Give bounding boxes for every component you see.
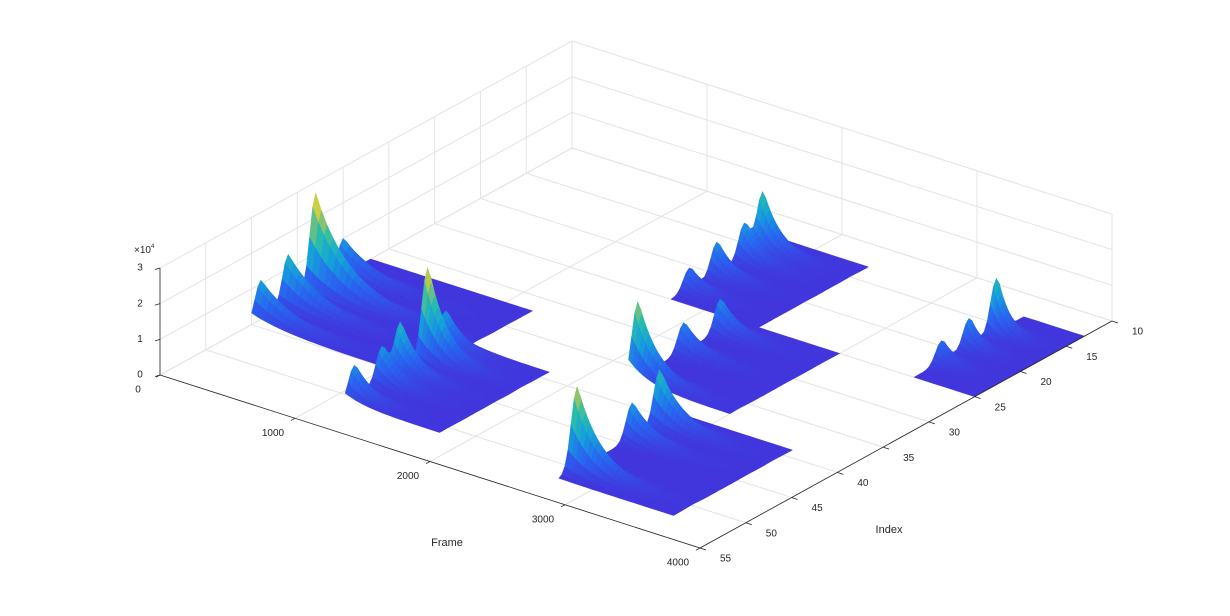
grid-line (571, 76, 1113, 251)
grid-line (159, 111, 573, 340)
surface (670, 190, 869, 328)
grid-line (571, 40, 1113, 215)
grid-line (571, 111, 1113, 286)
grid-line (571, 147, 1113, 322)
grid-line (159, 76, 573, 305)
surface (913, 277, 1085, 397)
grid-line (159, 40, 573, 269)
surfaces (251, 190, 1085, 516)
grid-line (388, 248, 930, 423)
